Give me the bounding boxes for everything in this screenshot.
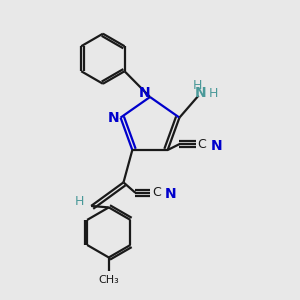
Text: H: H [208, 87, 218, 100]
Text: H: H [75, 195, 85, 208]
Text: C: C [152, 186, 161, 199]
Text: CH₃: CH₃ [98, 275, 119, 285]
Text: N: N [195, 86, 207, 100]
Text: H: H [192, 79, 202, 92]
Text: N: N [165, 187, 176, 201]
Text: N: N [107, 111, 119, 125]
Text: N: N [211, 139, 223, 153]
Text: N: N [139, 86, 151, 100]
Text: C: C [198, 138, 206, 151]
